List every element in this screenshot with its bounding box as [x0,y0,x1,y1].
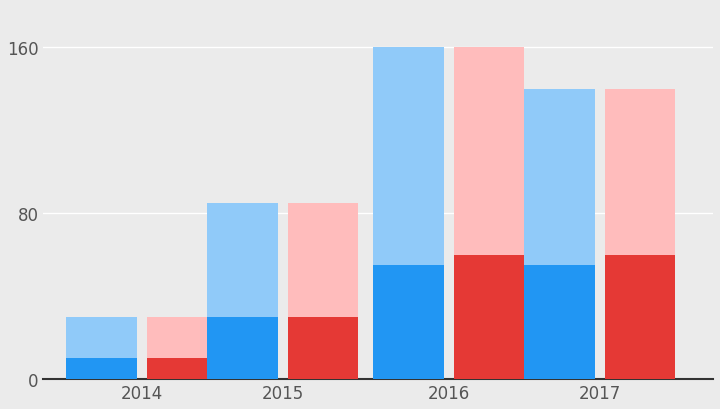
Bar [66,359,137,379]
Bar [373,265,444,379]
Bar [147,317,217,359]
Bar [605,255,675,379]
Bar [605,90,675,255]
Bar [207,317,277,379]
Bar [287,203,358,317]
Bar [524,265,595,379]
Bar [524,90,595,265]
Bar [66,317,137,359]
Bar [207,203,277,317]
Bar [454,48,524,255]
Bar [287,317,358,379]
Bar [454,255,524,379]
Bar [147,359,217,379]
Bar [373,48,444,265]
